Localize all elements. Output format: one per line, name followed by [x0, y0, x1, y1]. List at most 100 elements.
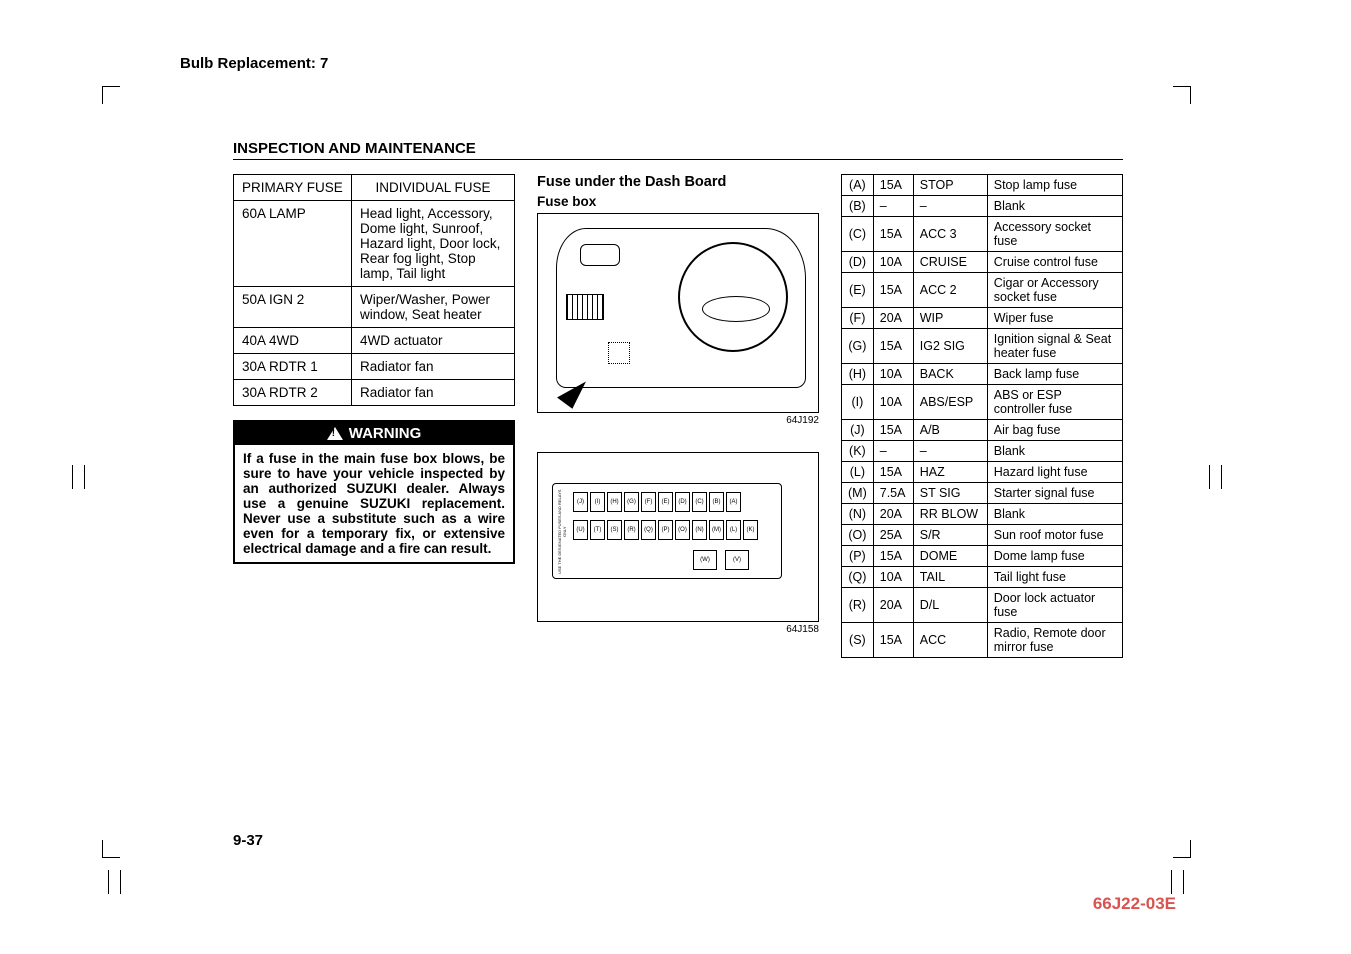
fuse-id-cell: (I): [842, 385, 874, 420]
fuse-id-cell: (C): [842, 217, 874, 252]
fuse-slot: (E): [658, 492, 673, 512]
fuse-rating-cell: 15A: [873, 329, 913, 364]
fuse-slot: (U): [573, 520, 588, 540]
warning-title-text: WARNING: [349, 425, 422, 442]
table-row: (E)15AACC 2Cigar or Accessory socket fus…: [842, 273, 1123, 308]
cluster-icon: [580, 244, 620, 266]
warning-triangle-icon: [327, 427, 343, 440]
fuse-panel-marker: [608, 342, 630, 364]
fuse-id-cell: (Q): [842, 567, 874, 588]
fuse-rating-cell: –: [873, 441, 913, 462]
fuse-id-cell: (L): [842, 462, 874, 483]
fuse-label-cell: IG2 SIG: [913, 329, 987, 364]
fuse-slot: (B): [709, 492, 724, 512]
table-row: (G)15AIG2 SIGIgnition signal & Seat heat…: [842, 329, 1123, 364]
fuse-rating-cell: 10A: [873, 252, 913, 273]
warning-title: WARNING: [235, 422, 513, 445]
fuse-desc-cell: Air bag fuse: [987, 420, 1122, 441]
fuse-rating-cell: 15A: [873, 175, 913, 196]
registration-mark: [1201, 465, 1231, 489]
table-row: (B)––Blank: [842, 196, 1123, 217]
table-row: (D)10ACRUISECruise control fuse: [842, 252, 1123, 273]
table-row: 30A RDTR 2Radiator fan: [234, 380, 515, 406]
layout-side-text: USE THE DESIGNATED FUSES AND RELAYS ONLY: [557, 486, 571, 578]
fuse-desc-cell: Sun roof motor fuse: [987, 525, 1122, 546]
fuse-id-cell: (H): [842, 364, 874, 385]
table-row: (C)15AACC 3Accessory socket fuse: [842, 217, 1123, 252]
fuse-id-cell: (M): [842, 483, 874, 504]
fuse-id-cell: (J): [842, 420, 874, 441]
fuse-slot: (M): [709, 520, 724, 540]
figure-code-2: 64J158: [537, 624, 819, 635]
right-column: (A)15ASTOPStop lamp fuse(B)––Blank(C)15A…: [841, 174, 1123, 658]
document-code: 66J22-03E: [1093, 894, 1176, 914]
dash-heading: Fuse under the Dash Board: [537, 174, 819, 190]
primary-header-left: PRIMARY FUSE: [234, 175, 352, 201]
fuse-label-cell: –: [913, 196, 987, 217]
fuse-slot: (W): [693, 550, 717, 570]
registration-mark: [100, 870, 130, 894]
table-row: (K)––Blank: [842, 441, 1123, 462]
table-row: (M)7.5AST SIGStarter signal fuse: [842, 483, 1123, 504]
fusebox-label: Fuse box: [537, 194, 819, 209]
fuse-rating-cell: 20A: [873, 308, 913, 329]
fuse-label-cell: ACC 2: [913, 273, 987, 308]
fuse-label-cell: BACK: [913, 364, 987, 385]
warning-box: WARNING If a fuse in the main fuse box b…: [233, 420, 515, 564]
fuse-slot: (H): [607, 492, 622, 512]
fuse-desc-cell: Cruise control fuse: [987, 252, 1122, 273]
registration-mark: [1163, 870, 1193, 894]
crop-mark: [1173, 840, 1191, 858]
fuse-desc-cell: Blank: [987, 504, 1122, 525]
fuse-rating-cell: 20A: [873, 504, 913, 525]
individual-fuse-cell: 4WD actuator: [352, 328, 515, 354]
table-row: (Q)10ATAILTail light fuse: [842, 567, 1123, 588]
primary-fuse-cell: 40A 4WD: [234, 328, 352, 354]
table-row: (P)15ADOMEDome lamp fuse: [842, 546, 1123, 567]
fuse-rating-cell: 15A: [873, 420, 913, 441]
table-row: (S)15AACCRadio, Remote door mirror fuse: [842, 623, 1123, 658]
fuse-id-cell: (K): [842, 441, 874, 462]
fuse-label-cell: ACC: [913, 623, 987, 658]
primary-header-right: INDIVIDUAL FUSE: [352, 175, 515, 201]
fuse-slot: (P): [658, 520, 673, 540]
fuse-label-cell: ABS/ESP: [913, 385, 987, 420]
table-row: 60A LAMPHead light, Accessory, Dome ligh…: [234, 201, 515, 287]
fuse-rating-cell: 10A: [873, 364, 913, 385]
fuse-label-cell: A/B: [913, 420, 987, 441]
fuse-label-cell: RR BLOW: [913, 504, 987, 525]
individual-fuse-cell: Radiator fan: [352, 354, 515, 380]
fuse-rating-cell: 10A: [873, 567, 913, 588]
primary-fuse-cell: 30A RDTR 2: [234, 380, 352, 406]
individual-fuse-cell: Head light, Accessory, Dome light, Sunro…: [352, 201, 515, 287]
fuse-slot: (N): [692, 520, 707, 540]
fuse-rating-cell: 15A: [873, 546, 913, 567]
fuse-layout-illustration: USE THE DESIGNATED FUSES AND RELAYS ONLY…: [537, 452, 819, 622]
fuse-id-cell: (P): [842, 546, 874, 567]
header-link[interactable]: Bulb Replacement: 7: [180, 55, 328, 72]
fuse-rating-cell: 15A: [873, 462, 913, 483]
fuse-desc-cell: Wiper fuse: [987, 308, 1122, 329]
registration-mark: [64, 465, 94, 489]
fuse-desc-cell: Cigar or Accessory socket fuse: [987, 273, 1122, 308]
figure-code-1: 64J192: [537, 415, 819, 426]
page-content: INSPECTION AND MAINTENANCE PRIMARY FUSE …: [233, 140, 1123, 658]
fuse-id-cell: (S): [842, 623, 874, 658]
table-row: (A)15ASTOPStop lamp fuse: [842, 175, 1123, 196]
table-row: (O)25AS/RSun roof motor fuse: [842, 525, 1123, 546]
fuse-desc-cell: Stop lamp fuse: [987, 175, 1122, 196]
fuse-slot: (A): [726, 492, 741, 512]
fuse-id-cell: (N): [842, 504, 874, 525]
fuse-table: (A)15ASTOPStop lamp fuse(B)––Blank(C)15A…: [841, 174, 1123, 658]
fuse-slot: (V): [725, 550, 749, 570]
table-row: (F)20AWIPWiper fuse: [842, 308, 1123, 329]
crop-mark: [102, 86, 120, 104]
fuse-id-cell: (R): [842, 588, 874, 623]
fuse-slot: (K): [743, 520, 758, 540]
table-row: (I)10AABS/ESPABS or ESP controller fuse: [842, 385, 1123, 420]
steering-wheel-icon: [678, 242, 788, 352]
fuse-slot: (L): [726, 520, 741, 540]
table-row: 30A RDTR 1Radiator fan: [234, 354, 515, 380]
fuse-id-cell: (D): [842, 252, 874, 273]
fuse-rating-cell: 7.5A: [873, 483, 913, 504]
